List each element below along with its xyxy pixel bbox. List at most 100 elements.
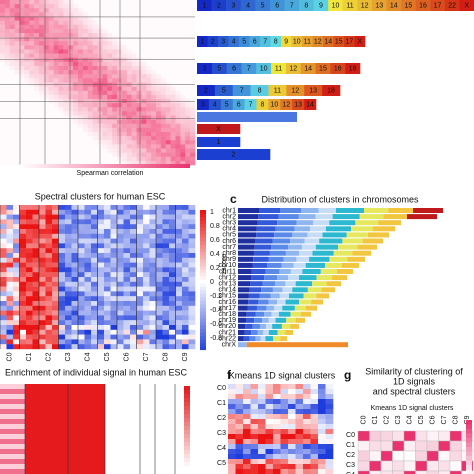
heatmap-cell xyxy=(84,334,92,340)
heatmap-cell xyxy=(265,384,274,390)
colorbar xyxy=(184,446,190,451)
heatmap-cell xyxy=(250,459,259,465)
heatmap-cell xyxy=(318,459,326,465)
heatmap-cell xyxy=(4,53,11,59)
heatmap-cell xyxy=(121,70,128,75)
heatmap-cell xyxy=(52,229,59,234)
heatmap-cell xyxy=(52,214,59,220)
heatmap-cell xyxy=(165,61,171,67)
heatmap-cell xyxy=(53,99,59,104)
heatmap-cell xyxy=(175,262,183,268)
segment xyxy=(238,232,257,238)
colorbar-tick: 0.2 xyxy=(210,265,220,272)
heatmap-cell xyxy=(303,404,311,410)
heatmap-cell xyxy=(39,4,45,9)
heatmap-cell xyxy=(130,257,137,263)
heatmap-cell xyxy=(9,127,15,133)
segment xyxy=(303,293,317,299)
heatmap-cell xyxy=(117,136,123,141)
heatmap-cell xyxy=(34,107,40,112)
heatmap-cell xyxy=(13,301,20,306)
heatmap-cell xyxy=(258,469,266,474)
heatmap-cell xyxy=(39,57,45,63)
heatmap-cell xyxy=(175,90,181,96)
heatmap-cell xyxy=(32,243,40,249)
heatmap-cell xyxy=(104,248,111,254)
heatmap-cell xyxy=(117,320,124,326)
heatmap-cell xyxy=(97,325,105,330)
heatmap-cell xyxy=(19,0,25,5)
heatmap-cell xyxy=(78,66,84,71)
colorbar xyxy=(200,318,206,323)
heatmap-cell xyxy=(65,243,72,249)
heatmap-cell xyxy=(24,144,30,149)
heatmap-cell xyxy=(65,301,72,306)
heatmap-cell xyxy=(104,272,111,278)
heatmap-cell xyxy=(6,286,14,292)
colorbar xyxy=(466,424,472,430)
heatmap-cell xyxy=(52,329,59,335)
heatmap-cell xyxy=(0,156,6,162)
heatmap-cell xyxy=(165,144,171,149)
segment xyxy=(338,244,358,250)
colorbar xyxy=(184,442,190,447)
heatmap-cell xyxy=(126,4,132,9)
heatmap-cell xyxy=(146,45,152,50)
heatmap-cell xyxy=(156,152,162,158)
column-label: C9 xyxy=(464,415,471,424)
segment xyxy=(248,293,260,299)
heatmap-cell xyxy=(126,103,132,108)
heatmap-cell xyxy=(156,61,162,67)
heatmap-cell xyxy=(123,325,131,330)
heatmap-cell xyxy=(121,86,128,92)
heatmap-cell xyxy=(52,320,59,326)
segment xyxy=(232,99,245,110)
heatmap-cell xyxy=(73,94,79,100)
heatmap-cell xyxy=(318,384,326,390)
heatmap-cell xyxy=(92,24,98,30)
heatmap-cell xyxy=(78,148,84,153)
segment xyxy=(277,275,289,281)
heatmap-cell xyxy=(91,344,98,350)
heatmap-cell xyxy=(102,111,108,116)
heatmap-cell xyxy=(117,115,123,120)
heatmap-cell xyxy=(110,277,118,282)
heatmap-cell xyxy=(63,148,69,153)
segment-label: 6 xyxy=(237,101,241,108)
heatmap-cell xyxy=(325,399,334,405)
heatmap-cell xyxy=(160,24,167,30)
colorbar-tick: -0.6 xyxy=(210,321,222,328)
colorbar xyxy=(184,438,190,443)
heatmap-cell xyxy=(112,41,118,46)
heatmap-cell xyxy=(149,219,157,225)
heatmap-cell xyxy=(143,214,150,220)
heatmap-cell xyxy=(24,156,30,162)
table-cell xyxy=(369,450,382,462)
heatmap-cell xyxy=(185,111,191,116)
segment xyxy=(307,232,323,238)
segment xyxy=(271,63,287,74)
colorbar xyxy=(200,311,206,316)
heatmap-cell xyxy=(325,394,334,400)
heatmap-cell xyxy=(43,152,50,158)
heatmap-cell xyxy=(175,160,181,166)
heatmap-cell xyxy=(58,16,64,21)
heatmap-cell xyxy=(58,132,64,137)
heatmap-cell xyxy=(112,8,118,13)
heatmap-cell xyxy=(78,90,84,96)
heatmap-cell xyxy=(126,37,132,42)
segment-label: 15 xyxy=(319,65,327,72)
heatmap-cell xyxy=(73,74,79,79)
segment xyxy=(296,220,313,226)
heatmap-cell xyxy=(71,296,79,302)
heatmap-cell xyxy=(78,262,85,268)
heatmap-cell xyxy=(175,291,183,297)
heatmap-cell xyxy=(182,286,189,292)
segment xyxy=(246,342,348,348)
heatmap-cell xyxy=(136,148,142,153)
heatmap-cell xyxy=(280,449,289,455)
segment xyxy=(238,256,254,262)
heatmap-cell xyxy=(63,24,69,30)
heatmap-cell xyxy=(29,136,35,141)
heatmap-cell xyxy=(48,49,54,54)
